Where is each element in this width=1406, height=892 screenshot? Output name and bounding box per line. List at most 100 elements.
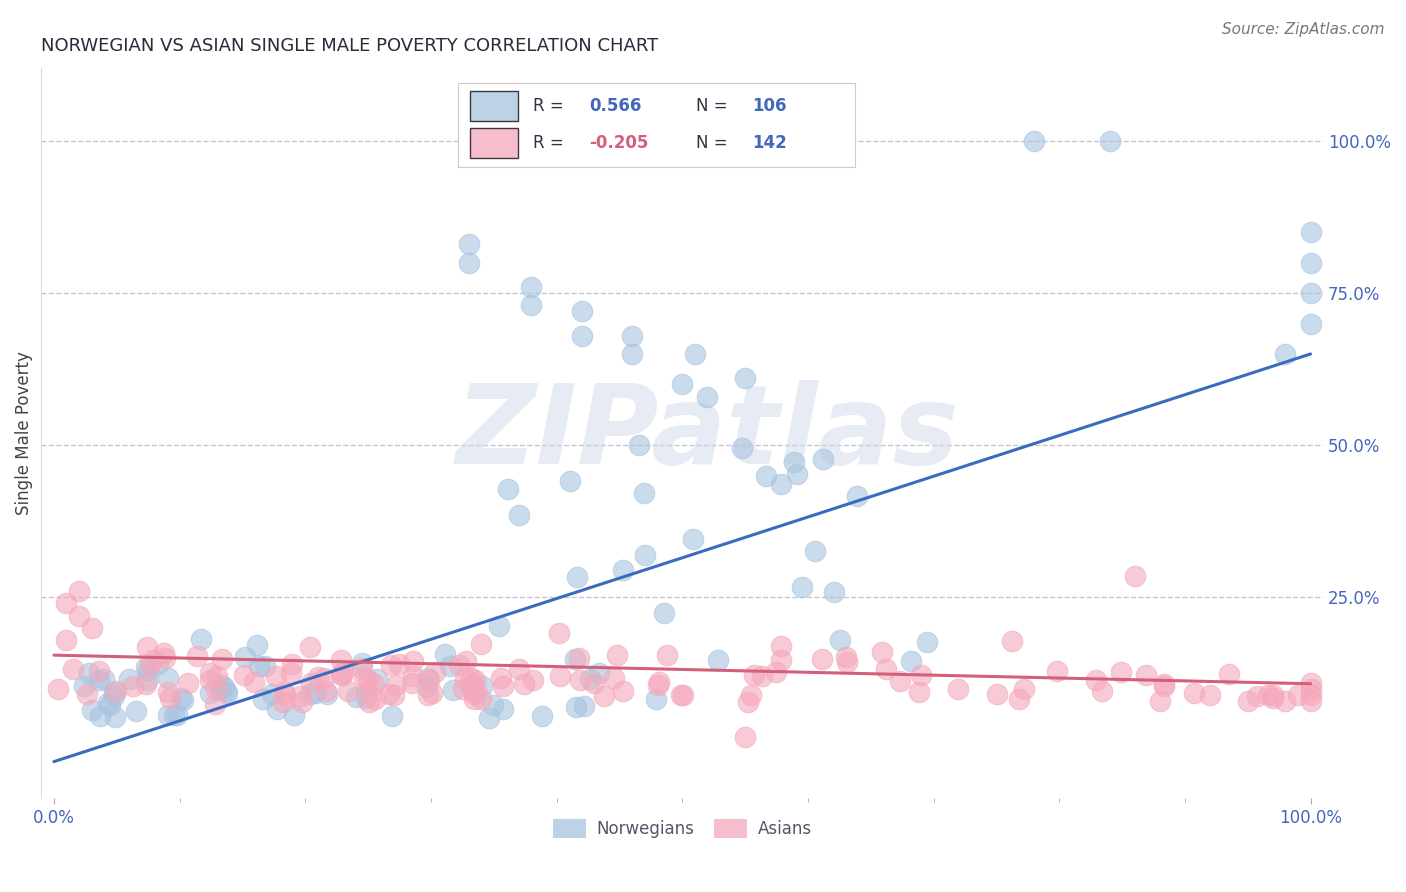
Point [463, 691, 485, 706]
Point [804, 544, 827, 558]
Point [612, 563, 634, 577]
Point [299, 676, 322, 690]
Point [734, 371, 756, 385]
Point [1261, 688, 1284, 702]
Point [418, 673, 440, 688]
Point [612, 684, 634, 698]
Point [288, 689, 311, 703]
Point [648, 674, 671, 689]
Point [948, 682, 970, 697]
Point [463, 687, 485, 701]
Point [104, 709, 127, 723]
Point [471, 679, 494, 693]
Point [578, 672, 600, 686]
Point [1299, 688, 1322, 702]
Point [823, 584, 845, 599]
Point [73, 679, 96, 693]
Point [751, 669, 773, 683]
Point [835, 655, 858, 669]
Point [350, 657, 373, 671]
Point [571, 328, 593, 343]
Point [89, 665, 111, 679]
Point [1286, 688, 1309, 702]
Point [1046, 664, 1069, 678]
Point [55, 596, 77, 610]
Point [1109, 665, 1132, 680]
Point [520, 298, 543, 312]
Point [628, 438, 651, 452]
Point [211, 651, 233, 665]
Point [105, 684, 128, 698]
Point [1246, 689, 1268, 703]
Point [283, 707, 305, 722]
Point [357, 695, 380, 709]
Point [1091, 683, 1114, 698]
Point [262, 687, 284, 701]
Point [330, 666, 353, 681]
Point [204, 681, 226, 696]
Point [548, 625, 571, 640]
Point [986, 687, 1008, 701]
Point [136, 673, 159, 687]
Point [1299, 255, 1322, 269]
Point [454, 672, 477, 686]
Point [900, 654, 922, 668]
Point [1001, 634, 1024, 648]
Point [835, 649, 858, 664]
Point [67, 584, 90, 599]
Point [67, 608, 90, 623]
Point [1199, 688, 1222, 702]
Point [508, 662, 530, 676]
Point [146, 657, 169, 671]
Point [353, 670, 375, 684]
Point [209, 678, 232, 692]
Point [657, 648, 679, 662]
Point [401, 675, 423, 690]
Point [603, 671, 626, 685]
Point [765, 665, 787, 680]
Point [1218, 666, 1240, 681]
Point [489, 671, 512, 685]
Point [198, 686, 221, 700]
Point [470, 637, 492, 651]
Point [465, 684, 488, 698]
Point [418, 671, 440, 685]
Point [583, 676, 606, 690]
Point [122, 679, 145, 693]
Point [783, 454, 806, 468]
Point [769, 653, 792, 667]
Point [620, 328, 643, 343]
Point [1274, 347, 1296, 361]
Point [208, 682, 231, 697]
Point [672, 688, 695, 702]
Point [62, 662, 84, 676]
Point [332, 665, 354, 680]
Point [447, 658, 470, 673]
Point [157, 707, 180, 722]
Point [420, 686, 443, 700]
Point [299, 687, 322, 701]
Point [1261, 690, 1284, 705]
Point [647, 678, 669, 692]
Point [830, 632, 852, 647]
Point [246, 639, 269, 653]
Text: ZIPatlas: ZIPatlas [456, 380, 960, 486]
Point [93, 672, 115, 686]
Point [135, 660, 157, 674]
Point [350, 661, 373, 675]
Point [1274, 694, 1296, 708]
Point [478, 711, 501, 725]
Point [1084, 673, 1107, 688]
Point [77, 666, 100, 681]
Point [634, 549, 657, 563]
Point [214, 680, 236, 694]
Point [233, 650, 256, 665]
Point [872, 645, 894, 659]
Point [457, 255, 479, 269]
Point [498, 483, 520, 497]
Point [142, 653, 165, 667]
Point [382, 688, 405, 702]
Point [737, 694, 759, 708]
Point [734, 731, 756, 745]
Point [103, 690, 125, 704]
